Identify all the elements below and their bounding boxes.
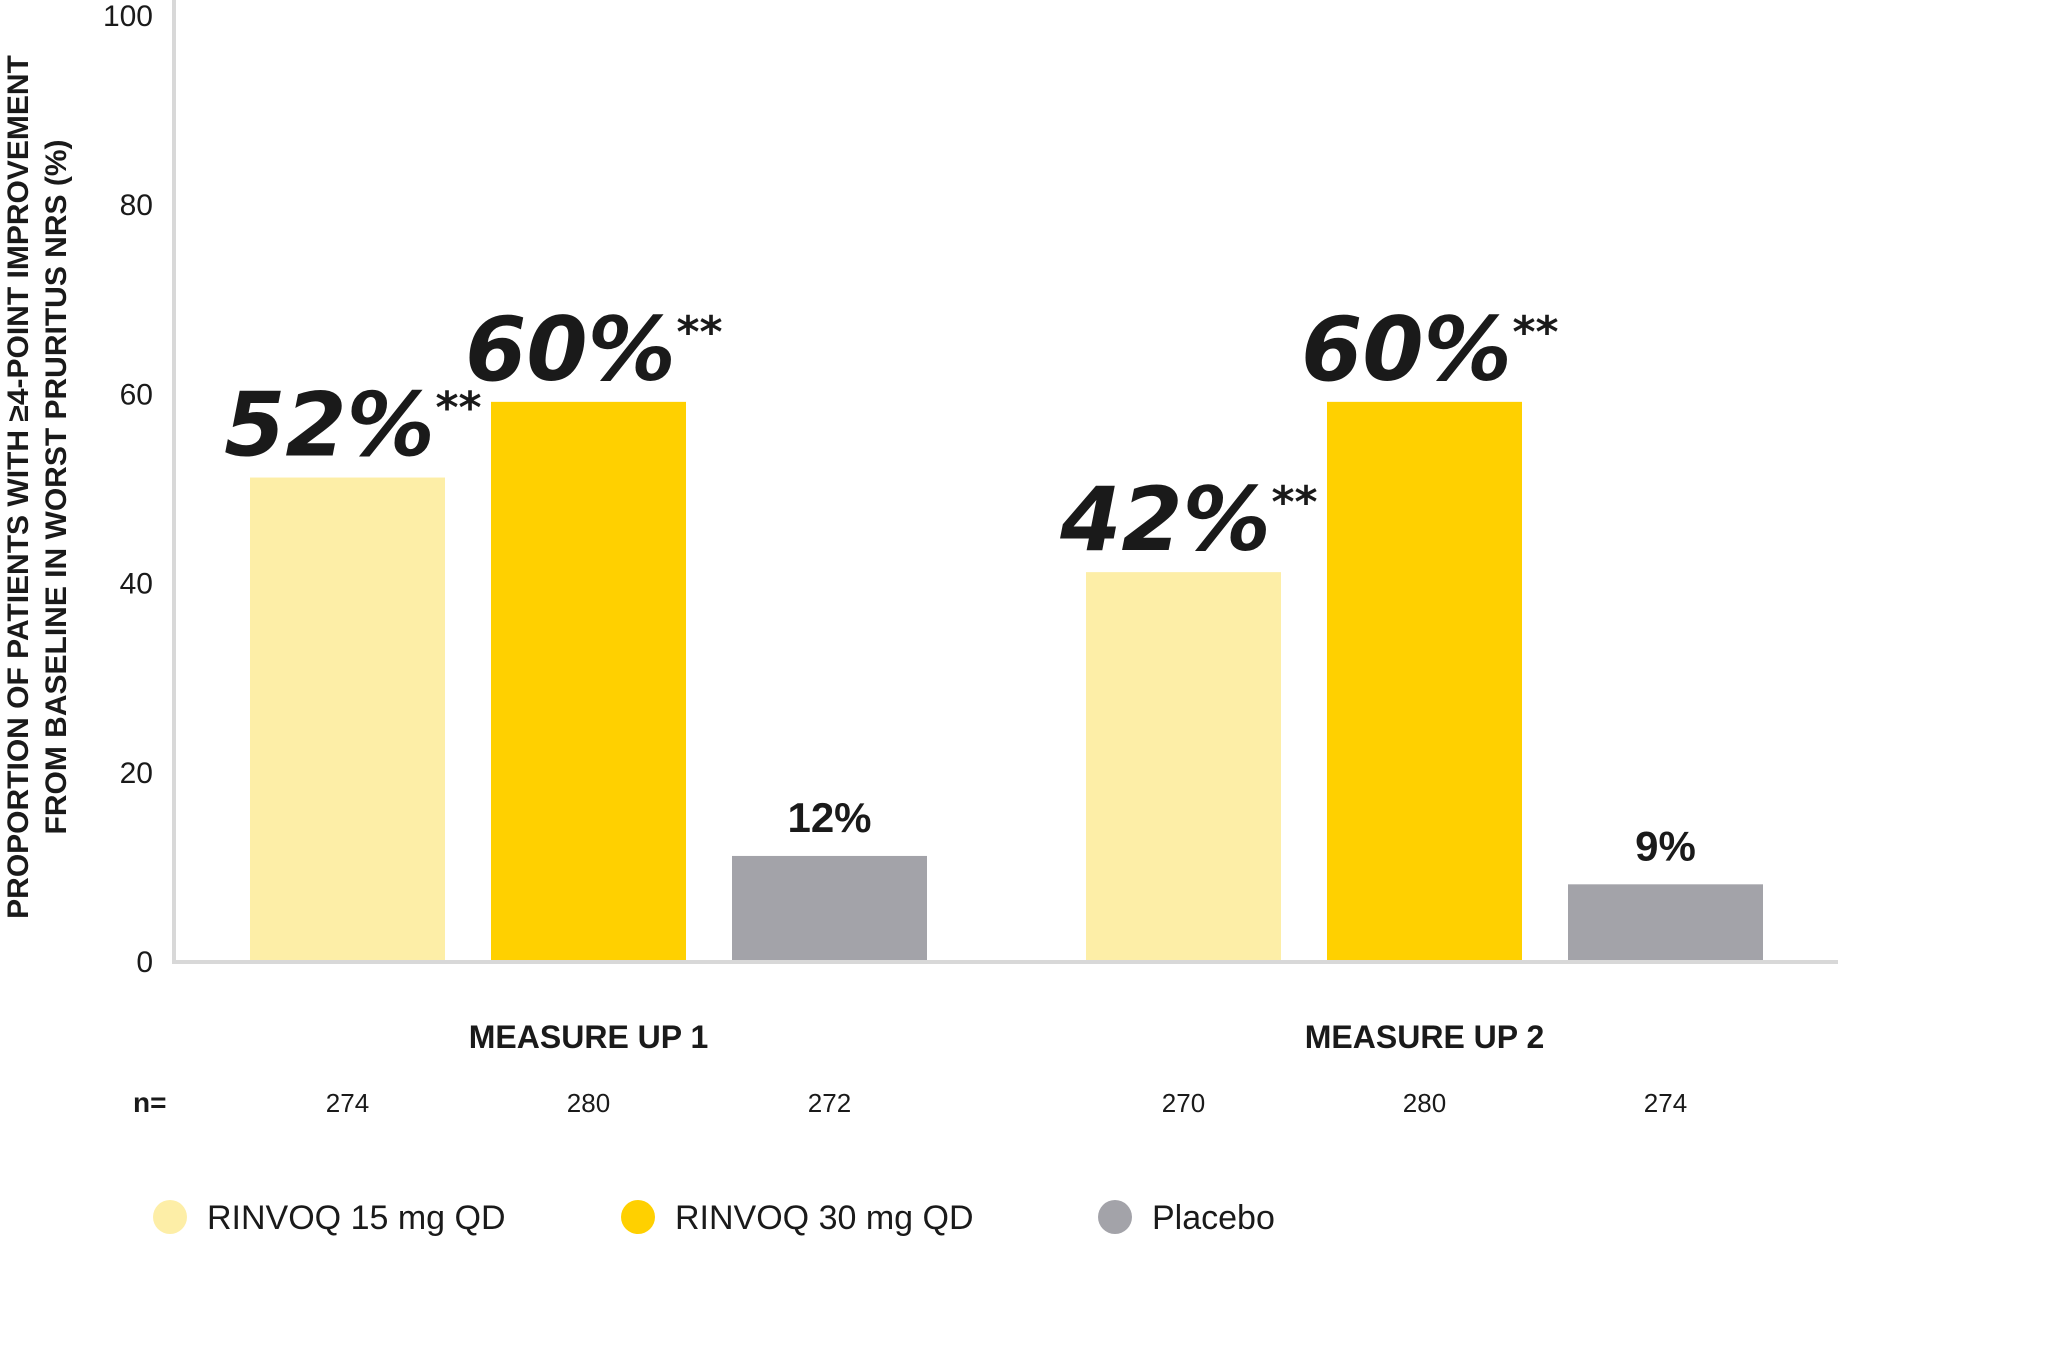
y-axis-label-line: FROM BASELINE IN WORST PRURITUS NRS (%) bbox=[40, 140, 73, 835]
y-tick-label: 60 bbox=[120, 378, 153, 411]
legend-label: RINVOQ 15 mg QD bbox=[207, 1199, 506, 1237]
legend-swatch bbox=[621, 1200, 655, 1234]
n-row-label: n= bbox=[133, 1087, 166, 1118]
bar bbox=[491, 401, 686, 960]
n-value: 270 bbox=[1162, 1088, 1205, 1118]
y-tick-label: 20 bbox=[120, 757, 153, 790]
bar bbox=[1327, 401, 1522, 960]
y-tick-label: 80 bbox=[120, 189, 153, 222]
n-value: 272 bbox=[808, 1088, 851, 1118]
bar bbox=[1568, 884, 1763, 960]
bar-value-label: 60% bbox=[1301, 298, 1512, 401]
y-axis-label-line: PROPORTION OF PATIENTS WITH ≥4-POINT IMP… bbox=[2, 55, 35, 919]
bar-value-label: 60% bbox=[465, 298, 676, 401]
bar bbox=[732, 855, 927, 960]
n-value: 274 bbox=[1644, 1088, 1687, 1118]
n-value: 280 bbox=[1403, 1088, 1446, 1118]
n-value: 274 bbox=[326, 1088, 369, 1118]
bar-value-label: 12% bbox=[787, 794, 871, 841]
group-label: MEASURE UP 2 bbox=[1305, 1019, 1544, 1055]
legend-label: Placebo bbox=[1152, 1199, 1275, 1237]
legend-swatch bbox=[1098, 1200, 1132, 1234]
bar-significance-label: ** bbox=[436, 383, 482, 434]
y-tick-label: 0 bbox=[136, 946, 153, 979]
group-label: MEASURE UP 1 bbox=[469, 1019, 708, 1055]
n-value: 280 bbox=[567, 1088, 610, 1118]
legend-label: RINVOQ 30 mg QD bbox=[675, 1199, 974, 1237]
bar bbox=[250, 477, 445, 960]
bar-significance-label: ** bbox=[1272, 477, 1318, 528]
bar-value-label: 52% bbox=[224, 374, 435, 477]
bar-significance-label: ** bbox=[677, 307, 723, 358]
bar-value-label: 9% bbox=[1635, 822, 1696, 869]
bar-value-label: 42% bbox=[1059, 468, 1271, 571]
bar-significance-label: ** bbox=[1513, 307, 1559, 358]
legend-swatch bbox=[153, 1200, 187, 1234]
y-tick-label: 100 bbox=[103, 0, 153, 33]
bar bbox=[1086, 572, 1281, 960]
y-tick-label: 40 bbox=[120, 568, 153, 601]
